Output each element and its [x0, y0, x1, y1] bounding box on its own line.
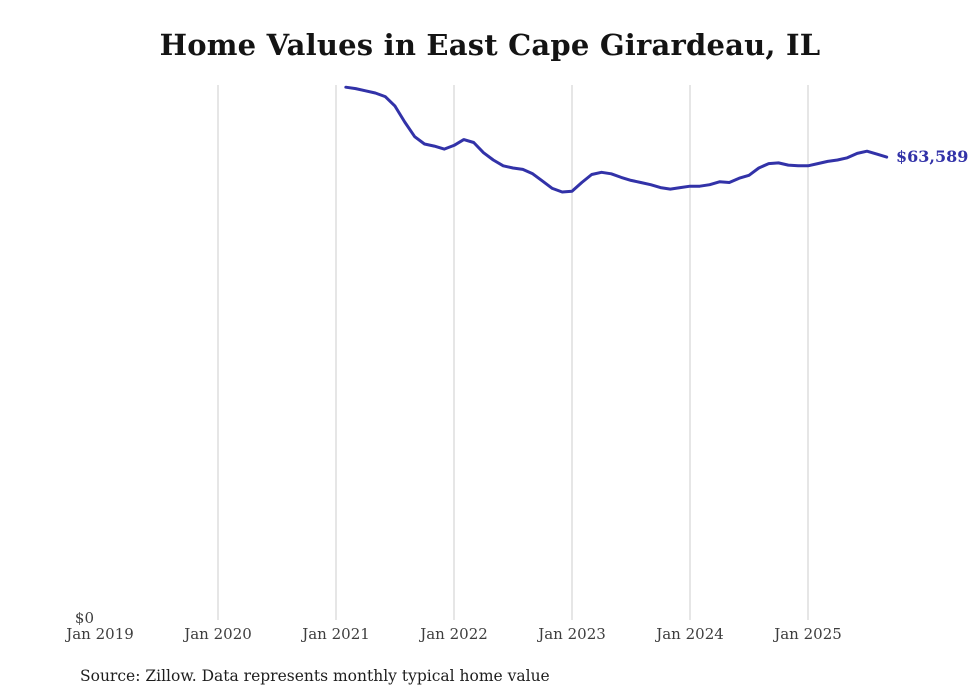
x-axis-tick-jan-2021: Jan 2021 [302, 625, 370, 643]
x-axis-tick-jan-2023: Jan 2023 [538, 625, 606, 643]
x-axis-tick-jan-2019: Jan 2019 [66, 625, 134, 643]
x-axis-tick-jan-2022: Jan 2022 [420, 625, 488, 643]
x-axis-tick-jan-2025: Jan 2025 [774, 625, 842, 643]
chart-title: Home Values in East Cape Girardeau, IL [159, 28, 821, 62]
x-axis-tick-jan-2024: Jan 2024 [656, 625, 724, 643]
source-note: Source: Zillow. Data represents monthly … [80, 667, 550, 685]
x-axis-tick-jan-2020: Jan 2020 [184, 625, 252, 643]
y-axis-tick-zero: $0 [74, 609, 94, 627]
latest-value-label: $63,589 [896, 147, 969, 166]
home-value-line-series [344, 85, 889, 194]
